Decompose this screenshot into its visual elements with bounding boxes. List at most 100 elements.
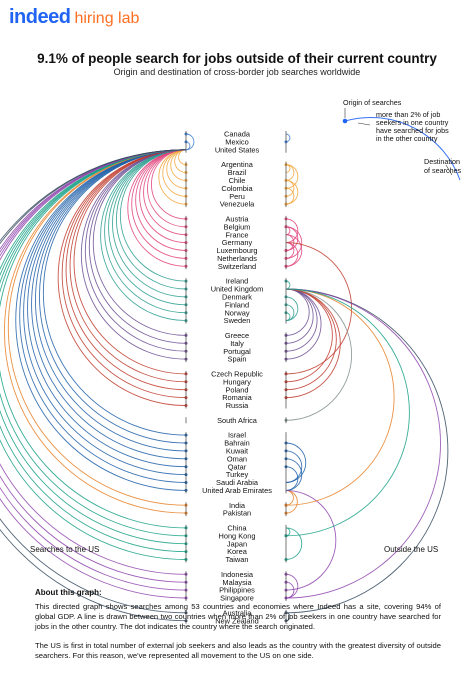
country-label: United States (215, 145, 260, 154)
logo-subtext: hiring lab (74, 10, 140, 27)
axis-lines (185, 131, 287, 624)
edge-to-us (80, 149, 187, 360)
country-label: Belgium (224, 222, 251, 231)
edge-to-us (119, 149, 187, 282)
edge-to-us (3, 149, 187, 514)
country-label: Venezuela (220, 200, 255, 209)
edge-to-us (162, 149, 187, 197)
country-label: United Kingdom (211, 285, 264, 294)
edge-outside-us (285, 288, 333, 383)
edge-outside-us (285, 164, 299, 189)
edge-to-us (7, 149, 187, 506)
edge-to-us (65, 149, 187, 391)
edge-to-us (151, 149, 187, 220)
about-heading: About this graph: (35, 588, 102, 597)
country-label: Qatar (228, 462, 247, 471)
edge-outside-us (285, 288, 341, 399)
country-label: Russia (226, 401, 249, 410)
country-label: Saudi Arabia (216, 478, 259, 487)
edge-to-us (0, 149, 187, 537)
country-label: Peru (229, 192, 245, 201)
country-label: United Arab Emirates (202, 486, 272, 495)
edge-to-us (135, 149, 187, 251)
country-label: Spain (228, 355, 247, 364)
edge-outside-us (285, 489, 337, 591)
edge-outside-us (285, 288, 322, 360)
country-label: Korea (227, 547, 248, 556)
country-label: Colombia (221, 184, 253, 193)
edge-outside-us (285, 234, 303, 267)
country-label: Malaysia (222, 578, 252, 587)
label-searches-to-us: Searches to the US (30, 545, 100, 554)
edge-outside-us (285, 288, 314, 344)
country-label: Canada (224, 130, 251, 139)
edge-outside-us (285, 466, 299, 491)
edge-to-us (19, 149, 187, 483)
edge-outside-us (285, 226, 303, 259)
edge-outside-us (285, 288, 410, 537)
edge-outside-us (285, 288, 395, 506)
edge-to-us (115, 149, 187, 290)
country-label: Ireland (226, 277, 249, 286)
edge-to-us (23, 149, 187, 476)
country-label: Romania (222, 393, 252, 402)
label-outside-us: Outside the US (384, 545, 439, 554)
edge-outside-us (285, 218, 299, 244)
edge-to-us (15, 149, 187, 491)
logo-wordmark: indeed (9, 6, 71, 28)
edge-to-us (100, 149, 187, 322)
page-title: 9.1% of people search for jobs outside o… (37, 51, 437, 66)
edge-to-us (158, 149, 187, 205)
country-label: France (225, 230, 248, 239)
country-label: Greece (225, 331, 249, 340)
legend: Origin of searches more than 2% of job s… (342, 98, 462, 181)
edge-to-us (127, 149, 187, 267)
edge-to-us (0, 149, 187, 560)
country-label: Philippines (219, 586, 255, 595)
country-label: Australia (223, 608, 253, 617)
edge-outside-us (285, 179, 299, 205)
edge-to-us (0, 149, 187, 583)
country-label: Poland (225, 385, 248, 394)
country-label: Sweden (224, 316, 251, 325)
country-label: Pakistan (223, 509, 251, 518)
edge-outside-us (285, 288, 449, 614)
edge-outside-us (285, 288, 353, 421)
page-subtitle: Origin and destination of cross-border j… (113, 67, 361, 77)
country-label: Norway (224, 308, 249, 317)
country-label: South Africa (217, 416, 258, 425)
edge-to-us (92, 149, 187, 336)
edge-outside-us (285, 296, 299, 322)
country-label: Bahrain (224, 439, 249, 448)
legend-threshold-text: more than 2% of job seekers in one count… (376, 110, 451, 143)
edge-to-us (0, 149, 187, 622)
edge-to-us (84, 149, 187, 352)
edge-to-us (0, 149, 187, 591)
country-label: Denmark (222, 293, 252, 302)
country-label: Oman (227, 454, 247, 463)
edge-outside-us (285, 288, 441, 599)
country-label: Portugal (223, 347, 251, 356)
edge-to-us (147, 149, 187, 228)
edge-to-us (0, 149, 187, 575)
edge-to-us (139, 149, 187, 244)
edge-outside-us (285, 527, 303, 560)
legend-destination-leader (445, 164, 453, 176)
country-label: Chile (229, 176, 246, 185)
country-label: Netherlands (217, 254, 257, 263)
country-label: Singapore (220, 594, 254, 603)
edge-to-us (61, 149, 187, 399)
country-label: Israel (228, 431, 246, 440)
edge-to-us (131, 149, 187, 259)
country-label: Luxembourg (216, 246, 257, 255)
country-label: Germany (222, 238, 253, 247)
edge-to-us (0, 149, 187, 545)
edge-outside-us (285, 573, 299, 599)
country-label: China (227, 524, 247, 533)
edge-outside-us (285, 450, 303, 483)
edge-to-us (0, 149, 187, 614)
country-label: New Zealand (215, 616, 259, 625)
edge-to-us (35, 149, 187, 452)
